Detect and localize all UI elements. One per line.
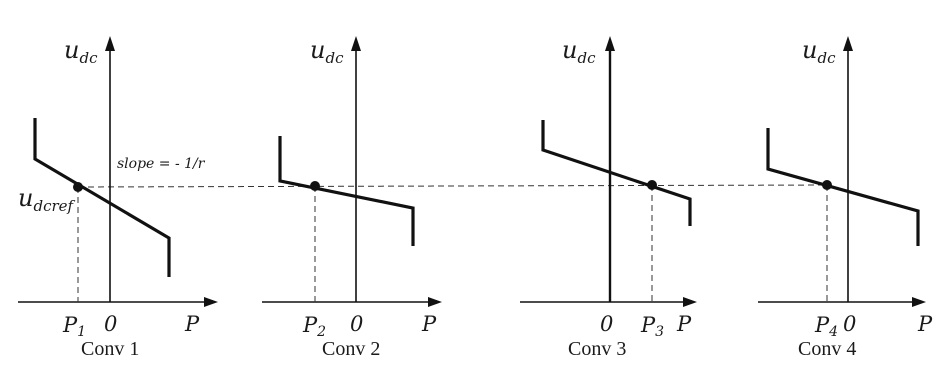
- droop-curve-conv-3: [541, 120, 692, 226]
- operating-point-conv-1: [73, 182, 83, 192]
- origin-label-conv-3: 0: [600, 312, 613, 336]
- operating-point-conv-4: [822, 180, 832, 190]
- origin-label-conv-2: 0: [350, 312, 363, 336]
- reference-voltage-label: udcref: [18, 184, 76, 215]
- y-axis-arrow-conv-3: [605, 36, 615, 51]
- caption-conv-4: Conv 4: [798, 338, 856, 360]
- operating-point-label-conv-1: P1: [62, 313, 86, 340]
- operating-point-label-conv-3: P3: [640, 313, 664, 340]
- x-axis-label-conv-4: P: [917, 312, 933, 336]
- droop-curve-conv-4: [766, 128, 920, 246]
- origin-label-conv-1: 0: [104, 312, 117, 336]
- operating-point-label-conv-2: P2: [302, 313, 326, 340]
- y-axis-arrow-conv-4: [843, 36, 853, 51]
- x-axis-label-conv-1: P: [184, 312, 200, 336]
- x-axis-label-conv-2: P: [421, 312, 437, 336]
- y-axis-label-conv-1: udc: [64, 36, 98, 67]
- y-axis-label-conv-3: udc: [562, 36, 596, 67]
- panel-conv-3: udc 0 P3 P Conv 3: [520, 36, 697, 360]
- x-axis-arrow-conv-3: [683, 297, 697, 307]
- y-axis-arrow-conv-1: [105, 36, 115, 51]
- x-axis-arrow-conv-2: [428, 297, 442, 307]
- panel-conv-2: udc P2 0 P Conv 2: [262, 36, 442, 360]
- panel-conv-1: udc P1 0 P Conv 1: [18, 36, 218, 360]
- caption-conv-2: Conv 2: [322, 338, 380, 360]
- caption-conv-3: Conv 3: [568, 338, 626, 360]
- operating-point-conv-3: [647, 180, 657, 190]
- x-axis-arrow-conv-1: [204, 297, 218, 307]
- droop-curve-conv-1: [33, 118, 171, 277]
- y-axis-label-conv-4: udc: [802, 36, 836, 67]
- x-axis-arrow-conv-4: [912, 297, 926, 307]
- x-axis-label-conv-3: P: [676, 312, 692, 336]
- y-axis-arrow-conv-2: [351, 36, 361, 51]
- reference-voltage-line: [77, 184, 831, 188]
- operating-point-label-conv-4: P4: [814, 313, 838, 340]
- droop-curve-conv-2: [278, 136, 415, 246]
- panel-conv-4: udc P4 0 P Conv 4: [758, 36, 933, 360]
- operating-point-conv-2: [310, 181, 320, 191]
- caption-conv-1: Conv 1: [81, 338, 139, 360]
- slope-annotation: slope = - 1/r: [117, 156, 206, 172]
- y-axis-label-conv-2: udc: [310, 36, 344, 67]
- origin-label-conv-4: 0: [843, 312, 856, 336]
